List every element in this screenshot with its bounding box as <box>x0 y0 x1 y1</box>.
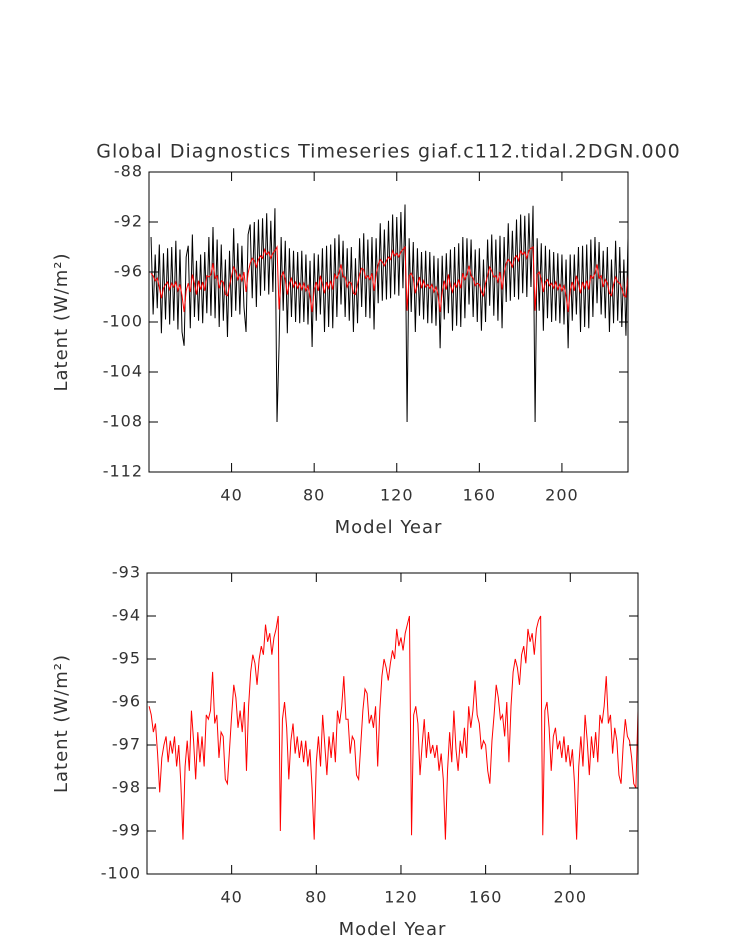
series-line <box>150 204 628 423</box>
plot-area <box>150 204 628 423</box>
series-line <box>148 615 638 840</box>
x-tick-label: 120 <box>380 486 414 505</box>
y-tick-label: -98 <box>112 778 141 797</box>
x-tick-label: 40 <box>220 486 242 505</box>
x-tick-label: 160 <box>463 486 497 505</box>
y-tick-label: -108 <box>103 412 143 431</box>
y-tick-label: -94 <box>112 606 141 625</box>
y-tick-label: -97 <box>112 735 141 754</box>
x-tick-label: 120 <box>384 888 418 907</box>
y-axis-title: Latent (W/m²) <box>51 252 72 391</box>
x-tick-label: 80 <box>303 486 325 505</box>
x-tick-label: 80 <box>305 888 327 907</box>
x-tick-label: 200 <box>554 888 588 907</box>
plot-area <box>148 615 638 840</box>
x-tick-label: 200 <box>545 486 579 505</box>
plot-frame <box>146 572 639 875</box>
chart: Global Diagnostics Timeseries giaf.c112.… <box>51 141 681 539</box>
y-axis-title: Latent (W/m²) <box>51 654 72 793</box>
y-tick-label: -104 <box>103 362 143 381</box>
y-tick-label: -99 <box>112 821 141 840</box>
y-tick-label: -88 <box>114 162 143 181</box>
y-tick-label: -92 <box>114 212 143 231</box>
y-tick-label: -96 <box>114 262 143 281</box>
x-tick-label: 160 <box>469 888 503 907</box>
chart: -100 -99 -98 -97 -96 -95 -94 -93 40 80 120 160 200 Mo… <box>51 563 639 940</box>
plot-frame <box>148 171 629 473</box>
x-axis-title: Model Year <box>335 517 443 538</box>
y-tick-label: -95 <box>112 649 141 668</box>
y-tick-label: -93 <box>112 563 141 582</box>
chart-title: Global Diagnostics Timeseries giaf.c112.… <box>96 141 681 163</box>
y-tick-label: -100 <box>101 864 141 883</box>
y-tick-label: -96 <box>112 692 141 711</box>
x-axis-title: Model Year <box>339 919 447 940</box>
y-tick-label: -112 <box>103 462 143 481</box>
x-tick-label: 40 <box>220 888 242 907</box>
series-line <box>150 245 628 313</box>
y-tick-label: -100 <box>103 312 143 331</box>
